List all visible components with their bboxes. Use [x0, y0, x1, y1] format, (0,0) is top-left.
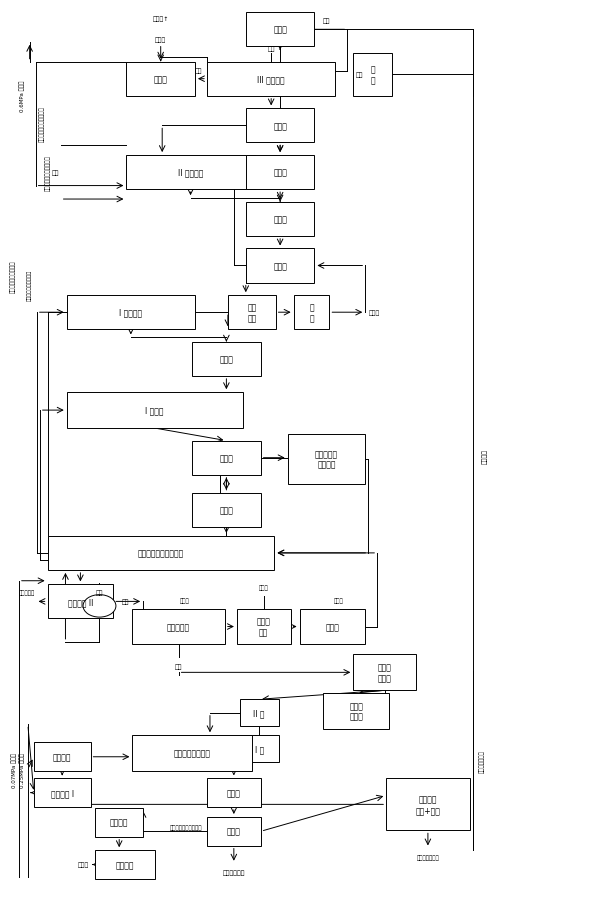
Text: 液相: 液相: [356, 72, 363, 78]
Bar: [246, 202, 315, 237]
Text: 鄂液净化
粗精+压滤: 鄂液净化 粗精+压滤: [415, 794, 441, 814]
Text: 饶
器: 饶 器: [370, 66, 375, 85]
Bar: [95, 808, 143, 837]
Text: 石灰粉: 石灰粉: [78, 862, 89, 867]
Bar: [95, 850, 155, 879]
Text: I 蜀发器: I 蜀发器: [145, 406, 164, 415]
Text: 冷却水: 冷却水: [155, 37, 166, 43]
Text: 氨冷冷器 I: 氨冷冷器 I: [51, 788, 74, 797]
Text: 层提器: 层提器: [219, 355, 233, 364]
Text: 气液相: 气液相: [180, 598, 189, 604]
Text: 0.25MPa 水蒸气: 0.25MPa 水蒸气: [20, 752, 25, 787]
Bar: [133, 735, 252, 772]
Bar: [207, 817, 261, 845]
Text: 净化高钙液去粗氯化钙: 净化高钙液去粗氯化钙: [170, 824, 202, 830]
Bar: [67, 393, 243, 428]
Text: 氨冷冷器: 氨冷冷器: [53, 752, 71, 762]
Text: 气液相: 气液相: [259, 585, 269, 590]
Text: 氧化物: 氧化物: [368, 310, 380, 315]
Bar: [246, 109, 315, 143]
Text: 分
离: 分 离: [309, 303, 314, 322]
Text: 氯化钙制备溶液: 氯化钙制备溶液: [479, 749, 485, 772]
Text: I 回: I 回: [255, 744, 264, 753]
Bar: [126, 63, 195, 97]
Bar: [293, 296, 329, 330]
Bar: [246, 156, 315, 190]
Text: 放氨母液: 放氨母液: [482, 448, 488, 463]
Text: 循环冷却水: 循环冷却水: [18, 590, 35, 596]
Text: 区分器: 区分器: [273, 26, 287, 35]
Text: 液相: 液相: [323, 18, 330, 24]
Text: 碳酸钨
分离器: 碳酸钨 分离器: [349, 701, 363, 721]
Text: 0.6MPa 水蒸气: 0.6MPa 水蒸气: [19, 81, 24, 112]
Text: 气相: 气相: [122, 599, 129, 605]
Text: 密水槽: 密水槽: [273, 169, 287, 178]
Bar: [207, 779, 261, 807]
Text: 冷凝器: 冷凝器: [154, 75, 167, 84]
Bar: [192, 343, 261, 376]
Text: III 氨吸收器: III 氨吸收器: [257, 75, 285, 84]
Text: I 氨吸收器: I 氨吸收器: [119, 308, 142, 317]
Text: 氨碳酸盐溶液蜀化装置: 氨碳酸盐溶液蜀化装置: [138, 548, 184, 558]
Text: 区过器: 区过器: [227, 827, 241, 836]
Bar: [240, 700, 279, 726]
Text: 碳解器: 碳解器: [273, 261, 287, 271]
Bar: [288, 435, 365, 485]
Bar: [34, 742, 90, 772]
Text: 砂浆送排槽泵: 砂浆送排槽泵: [222, 870, 245, 875]
Text: 重质纯碱生产工序废蒸气: 重质纯碱生产工序废蒸气: [45, 155, 50, 190]
Bar: [246, 14, 315, 47]
Bar: [353, 54, 392, 97]
Bar: [34, 779, 90, 807]
Text: 固定蜀发抑制装置: 固定蜀发抑制装置: [174, 749, 211, 758]
Bar: [48, 537, 274, 570]
Text: 重质纯碱生产工序废蒸气: 重质纯碱生产工序废蒸气: [38, 106, 45, 141]
Text: 氨冷凝器 II: 氨冷凝器 II: [68, 598, 93, 606]
Text: 浓缩
分离: 浓缩 分离: [247, 303, 257, 322]
Bar: [67, 296, 195, 330]
Bar: [133, 609, 225, 644]
Bar: [240, 735, 279, 763]
Text: 回收闪蒸气
和凷凝水: 回收闪蒸气 和凷凝水: [315, 450, 338, 469]
Text: 分冷器: 分冷器: [227, 788, 241, 797]
Text: 气相: 气相: [194, 67, 202, 74]
Text: 吸收器: 吸收器: [326, 622, 339, 631]
Text: 层提器: 层提器: [273, 215, 287, 224]
Bar: [299, 609, 365, 644]
Text: II 氨吸收器: II 氨吸收器: [178, 169, 203, 178]
Bar: [237, 609, 291, 644]
Text: 冷却水↑: 冷却水↑: [153, 16, 169, 22]
Text: 吸收器: 吸收器: [219, 506, 233, 515]
Text: 液相: 液相: [268, 46, 275, 52]
Text: 层提器: 层提器: [273, 122, 287, 131]
Text: 石灰混合: 石灰混合: [110, 818, 128, 827]
Text: 凝酵器: 凝酵器: [219, 454, 233, 463]
Text: 废液去综合利用: 废液去综合利用: [417, 855, 439, 860]
Bar: [353, 655, 416, 691]
Bar: [323, 693, 389, 729]
Text: 加灰装置: 加灰装置: [116, 860, 134, 869]
Ellipse shape: [83, 595, 116, 618]
Text: 碳酸钨
分隔器: 碳酸钨 分隔器: [378, 663, 392, 682]
Bar: [192, 441, 261, 476]
Bar: [192, 493, 261, 527]
Text: 液相: 液相: [175, 663, 182, 669]
Text: 氨气去低真空回收收差: 氨气去低真空回收收差: [10, 260, 16, 292]
Bar: [48, 585, 113, 619]
Text: 气液相: 气液相: [334, 598, 343, 604]
Bar: [386, 779, 470, 831]
Text: 蒸汽: 蒸汽: [96, 590, 103, 596]
Bar: [126, 156, 255, 190]
Text: 蒸汽: 蒸汽: [52, 170, 60, 176]
Text: 0.07MPa 水蒸气: 0.07MPa 水蒸气: [12, 752, 17, 787]
Bar: [246, 250, 315, 283]
Text: 去汨蜀发器: 去汨蜀发器: [167, 622, 190, 631]
Text: 气洗涤
气器: 气洗涤 气器: [257, 617, 271, 637]
Bar: [207, 63, 335, 97]
Text: 氨气去高真空压缩收差: 氨气去高真空压缩收差: [27, 270, 32, 301]
Bar: [228, 296, 276, 330]
Text: II 回: II 回: [254, 709, 265, 718]
